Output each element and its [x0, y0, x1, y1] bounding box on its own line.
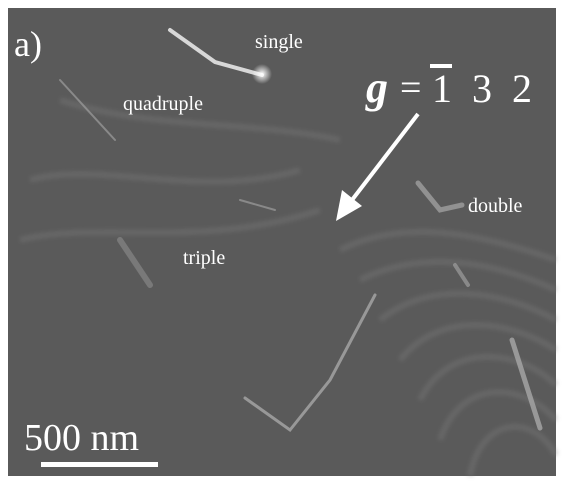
label-triple: triple: [183, 247, 225, 269]
vector-index: 2: [512, 66, 532, 111]
label-quadruple: quadruple: [123, 93, 203, 115]
vector-index: 3: [472, 66, 492, 111]
vector-equals: =: [400, 67, 421, 109]
vector-symbol: g: [365, 63, 388, 112]
panel-label: a): [14, 24, 42, 64]
micrograph: a) single quadruple triple double g = 1 …: [0, 0, 564, 482]
label-double: double: [468, 195, 523, 217]
label-single: single: [255, 31, 303, 53]
vector-index: 1: [432, 66, 452, 111]
scale-bar-label: 500 nm: [24, 417, 139, 459]
bright-spot: [252, 64, 272, 84]
scale-bar: [41, 462, 158, 467]
